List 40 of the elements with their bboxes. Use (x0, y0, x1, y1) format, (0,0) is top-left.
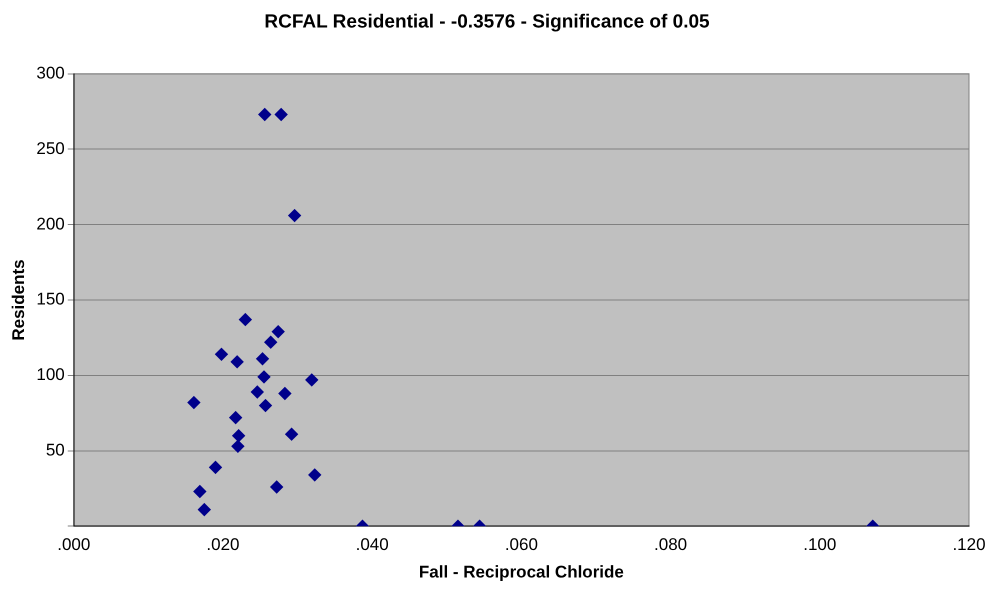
point (285, 428, 298, 441)
x-tick-label: .000 (57, 535, 90, 554)
point (256, 352, 270, 366)
point (198, 503, 211, 516)
point (272, 325, 285, 338)
x-axis-title: Fall - Reciprocal Chloride (418, 562, 624, 582)
point (238, 313, 252, 326)
point (278, 386, 292, 400)
x-tick-label: .120 (952, 535, 986, 554)
point (264, 336, 278, 349)
y-axis-title: Residents (8, 259, 28, 341)
x-tick-label: .040 (356, 535, 389, 554)
y-tick-label: 300 (36, 63, 65, 82)
x-tick-label: .100 (803, 535, 836, 554)
point (214, 348, 228, 361)
point (305, 373, 318, 386)
y-tick-label: 250 (36, 138, 65, 158)
point (209, 460, 222, 474)
point (232, 429, 246, 442)
point (187, 396, 200, 410)
y-tick-label: 50 (46, 440, 65, 460)
point (274, 108, 288, 122)
x-tick-label: .080 (654, 535, 688, 554)
y-tick-label: 200 (36, 214, 65, 234)
point (258, 108, 272, 122)
point (230, 355, 244, 368)
point (231, 440, 244, 453)
point (308, 468, 322, 482)
y-tick-label: 100 (36, 365, 65, 384)
point (258, 370, 270, 384)
point (288, 209, 302, 222)
chart-title: RCFAL Residential - -0.3576 - Significance of 0.05 (264, 12, 710, 33)
point (258, 399, 272, 412)
y-tick-label: 150 (36, 290, 65, 309)
x-tick-label: .020 (206, 535, 240, 554)
x-tick-label: .060 (504, 535, 538, 554)
point (229, 411, 242, 424)
point (193, 485, 206, 498)
point (250, 385, 264, 398)
point (270, 480, 284, 494)
